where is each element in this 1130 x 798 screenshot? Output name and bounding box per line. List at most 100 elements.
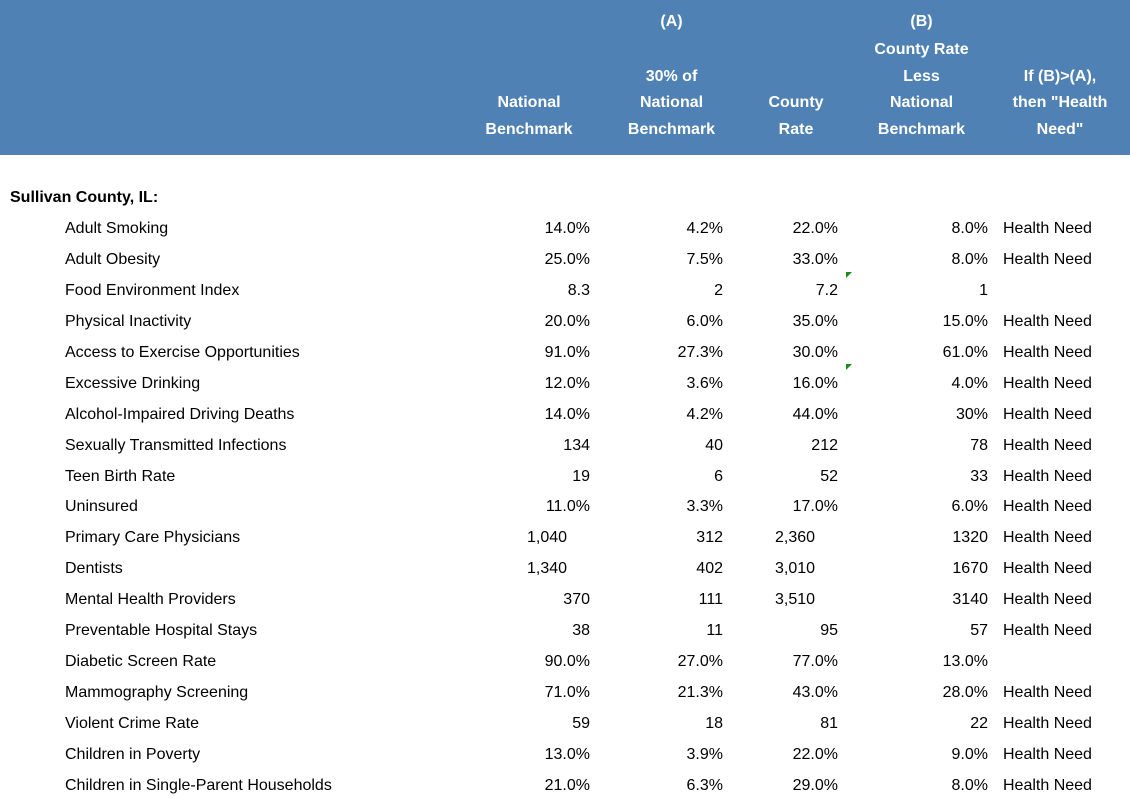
header-line: then "Health	[1012, 94, 1108, 111]
need-flag: Health Need	[1003, 560, 1092, 578]
cell-value: 20.0%	[544, 312, 590, 330]
cell-value: 1670	[952, 560, 988, 578]
cell-value: 21.0%	[544, 776, 590, 794]
need-flag: Health Need	[1003, 220, 1092, 237]
cell-value: 77.0%	[792, 653, 838, 671]
cell-value: 27.0%	[677, 653, 723, 671]
need-flag: Health Need	[1003, 498, 1092, 516]
cell-value: 8.0%	[951, 220, 988, 237]
cell-value: 1,040	[526, 529, 568, 547]
cell-value: 11	[706, 622, 723, 640]
need-flag: Health Need	[1003, 529, 1092, 547]
cell-value: 19	[572, 467, 590, 485]
cell-value: 33	[970, 467, 988, 485]
column-marker: (B)	[910, 13, 933, 30]
cell-value: 17.0%	[792, 498, 838, 516]
row-label: Adult Smoking	[65, 220, 169, 237]
column-header: (B) County Rate Less National Benchmark	[855, 0, 988, 145]
comment-marker	[846, 364, 852, 370]
header-line: Rate	[778, 120, 814, 138]
header-line: Need"	[1036, 120, 1084, 138]
header-line: If (B)>(A),	[1023, 67, 1097, 85]
header-line: 30% of	[645, 67, 698, 85]
cell-value: 1	[979, 281, 988, 299]
cell-value: 2,360	[774, 529, 816, 547]
cell-value: 4.0%	[951, 374, 988, 392]
cell-value: 6.0%	[686, 312, 723, 330]
need-flag: Health Need	[1003, 715, 1092, 733]
header-line: Benchmark	[877, 120, 966, 138]
cell-value: 4.2%	[686, 405, 723, 423]
column-header: County Rate	[750, 0, 842, 145]
cell-value: 7.2	[815, 281, 838, 299]
row-label: Teen Birth Rate	[65, 467, 176, 485]
cell-value: 30.0%	[792, 343, 838, 361]
row-label: Violent Crime Rate	[65, 715, 199, 733]
cell-value: 212	[811, 436, 838, 454]
need-flag: Health Need	[1003, 250, 1092, 268]
cell-value: 3,510	[774, 591, 816, 609]
cell-value: 8.3	[567, 281, 590, 299]
row-label: Preventable Hospital Stays	[65, 622, 258, 640]
cell-value: 6.0%	[951, 498, 988, 516]
row-label: Excessive Drinking	[65, 374, 201, 392]
cell-value: 12.0%	[544, 374, 590, 392]
cell-value: 312	[696, 529, 723, 547]
cell-value: 14.0%	[544, 405, 590, 423]
cell-value: 134	[563, 436, 590, 454]
header-line: Benchmark	[627, 120, 716, 138]
column-header: (A) 30% of National Benchmark	[608, 0, 735, 145]
row-label: Physical Inactivity	[65, 312, 192, 330]
row-label: Adult Obesity	[65, 250, 161, 268]
row-label: Food Environment Index	[65, 281, 240, 299]
cell-value: 78	[970, 436, 988, 454]
cell-value: 22.0%	[792, 220, 838, 237]
column-header: If (B)>(A), then "Health Need"	[995, 0, 1125, 145]
column-marker: (A)	[660, 13, 683, 30]
cell-value: 3140	[952, 591, 988, 609]
need-flag: Health Need	[1003, 374, 1092, 392]
cell-value: 95	[820, 622, 838, 640]
need-flag: Health Need	[1003, 745, 1092, 763]
cell-value: 52	[820, 467, 838, 485]
cell-value: 35.0%	[792, 312, 838, 330]
header-line: Benchmark	[485, 120, 573, 138]
header-line: County	[768, 94, 824, 111]
need-flag: Health Need	[1003, 312, 1092, 330]
cell-value: 22	[970, 715, 988, 733]
row-label: Mental Health Providers	[65, 591, 236, 609]
cell-value: 14.0%	[544, 220, 590, 237]
cell-value: 6	[714, 467, 723, 485]
cell-value: 18	[705, 715, 723, 733]
cell-value: 111	[698, 591, 723, 609]
cell-value: 3.6%	[686, 374, 723, 392]
cell-value: 3.3%	[686, 498, 723, 516]
row-label: Access to Exercise Opportunities	[65, 343, 300, 361]
comment-marker	[846, 272, 852, 278]
cell-value: 1,340	[526, 560, 568, 578]
cell-value: 3,010	[774, 560, 816, 578]
cell-value: 15.0%	[942, 312, 988, 330]
cell-value: 57	[970, 622, 988, 640]
header-band	[0, 0, 1130, 155]
cell-value: 21.3%	[677, 684, 723, 702]
cell-value: 3.9%	[686, 745, 723, 763]
cell-value: 30%	[955, 405, 988, 423]
header-line: Less	[903, 67, 940, 85]
cell-value: 38	[572, 622, 590, 640]
need-flag: Health Need	[1003, 684, 1092, 702]
cell-value: 28.0%	[942, 684, 988, 702]
cell-value: 8.0%	[951, 776, 988, 794]
row-label: Children in Poverty	[65, 745, 201, 763]
column-header: National Benchmark	[468, 0, 590, 145]
row-label: Primary Care Physicians	[65, 529, 241, 547]
need-flag: Health Need	[1003, 436, 1092, 454]
cell-value: 61.0%	[942, 343, 988, 361]
cell-value: 44.0%	[792, 405, 838, 423]
row-label: Children in Single-Parent Households	[65, 776, 332, 794]
need-flag: Health Need	[1003, 467, 1092, 485]
cell-value: 71.0%	[544, 684, 590, 702]
cell-value: 33.0%	[792, 250, 838, 268]
header-line: County Rate	[874, 41, 969, 58]
